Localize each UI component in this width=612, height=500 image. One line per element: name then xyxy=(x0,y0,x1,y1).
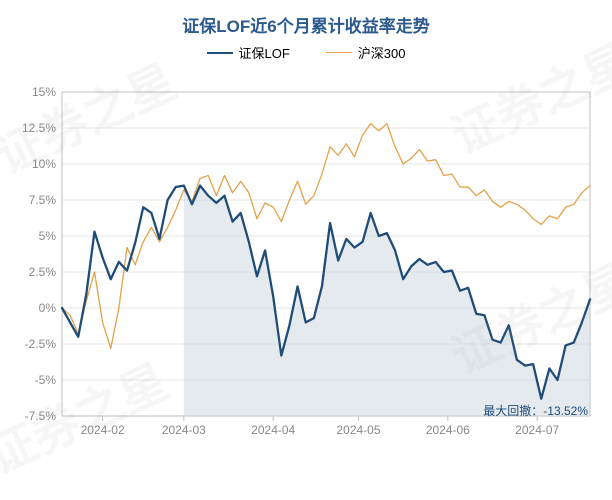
plot-area: -7.5% -5% -2.5% 0% 2.5% 5% 7.5% 10% 12.5% 15% 2024… xyxy=(16,62,596,447)
svg-text:2024-06: 2024-06 xyxy=(426,423,470,437)
svg-text:5%: 5% xyxy=(39,229,57,243)
svg-text:2024-04: 2024-04 xyxy=(251,423,295,437)
svg-text:7.5%: 7.5% xyxy=(29,193,57,207)
legend-item-hs300: 沪深300 xyxy=(326,43,406,62)
svg-text:12.5%: 12.5% xyxy=(22,121,56,135)
svg-text:15%: 15% xyxy=(32,85,56,99)
legend-swatch-zblof xyxy=(207,52,233,54)
max-drawdown-annotation: 最大回撤：-13.52% xyxy=(483,402,588,419)
svg-text:-7.5%: -7.5% xyxy=(25,409,57,423)
svg-text:2.5%: 2.5% xyxy=(29,265,57,279)
svg-text:0%: 0% xyxy=(39,301,57,315)
svg-text:2024-05: 2024-05 xyxy=(336,423,380,437)
legend-swatch-hs300 xyxy=(326,52,352,53)
legend-item-zblof: 证保LOF xyxy=(207,43,290,62)
svg-text:2024-02: 2024-02 xyxy=(81,423,125,437)
chart-svg: -7.5% -5% -2.5% 0% 2.5% 5% 7.5% 10% 12.5% 15% 2024… xyxy=(16,62,596,442)
legend-label-zblof: 证保LOF xyxy=(239,43,290,62)
chart-container: 证保LOF近6个月累计收益率走势 证保LOF 沪深300 -7.5% -5% -2.… xyxy=(0,0,612,500)
chart-title: 证保LOF近6个月累计收益率走势 xyxy=(16,12,596,37)
svg-text:2024-03: 2024-03 xyxy=(162,423,206,437)
svg-text:-5%: -5% xyxy=(35,373,57,387)
svg-text:10%: 10% xyxy=(32,157,56,171)
legend-label-hs300: 沪深300 xyxy=(358,43,406,62)
legend: 证保LOF 沪深300 xyxy=(16,43,596,62)
svg-text:2024-07: 2024-07 xyxy=(515,423,559,437)
svg-text:-2.5%: -2.5% xyxy=(25,337,57,351)
